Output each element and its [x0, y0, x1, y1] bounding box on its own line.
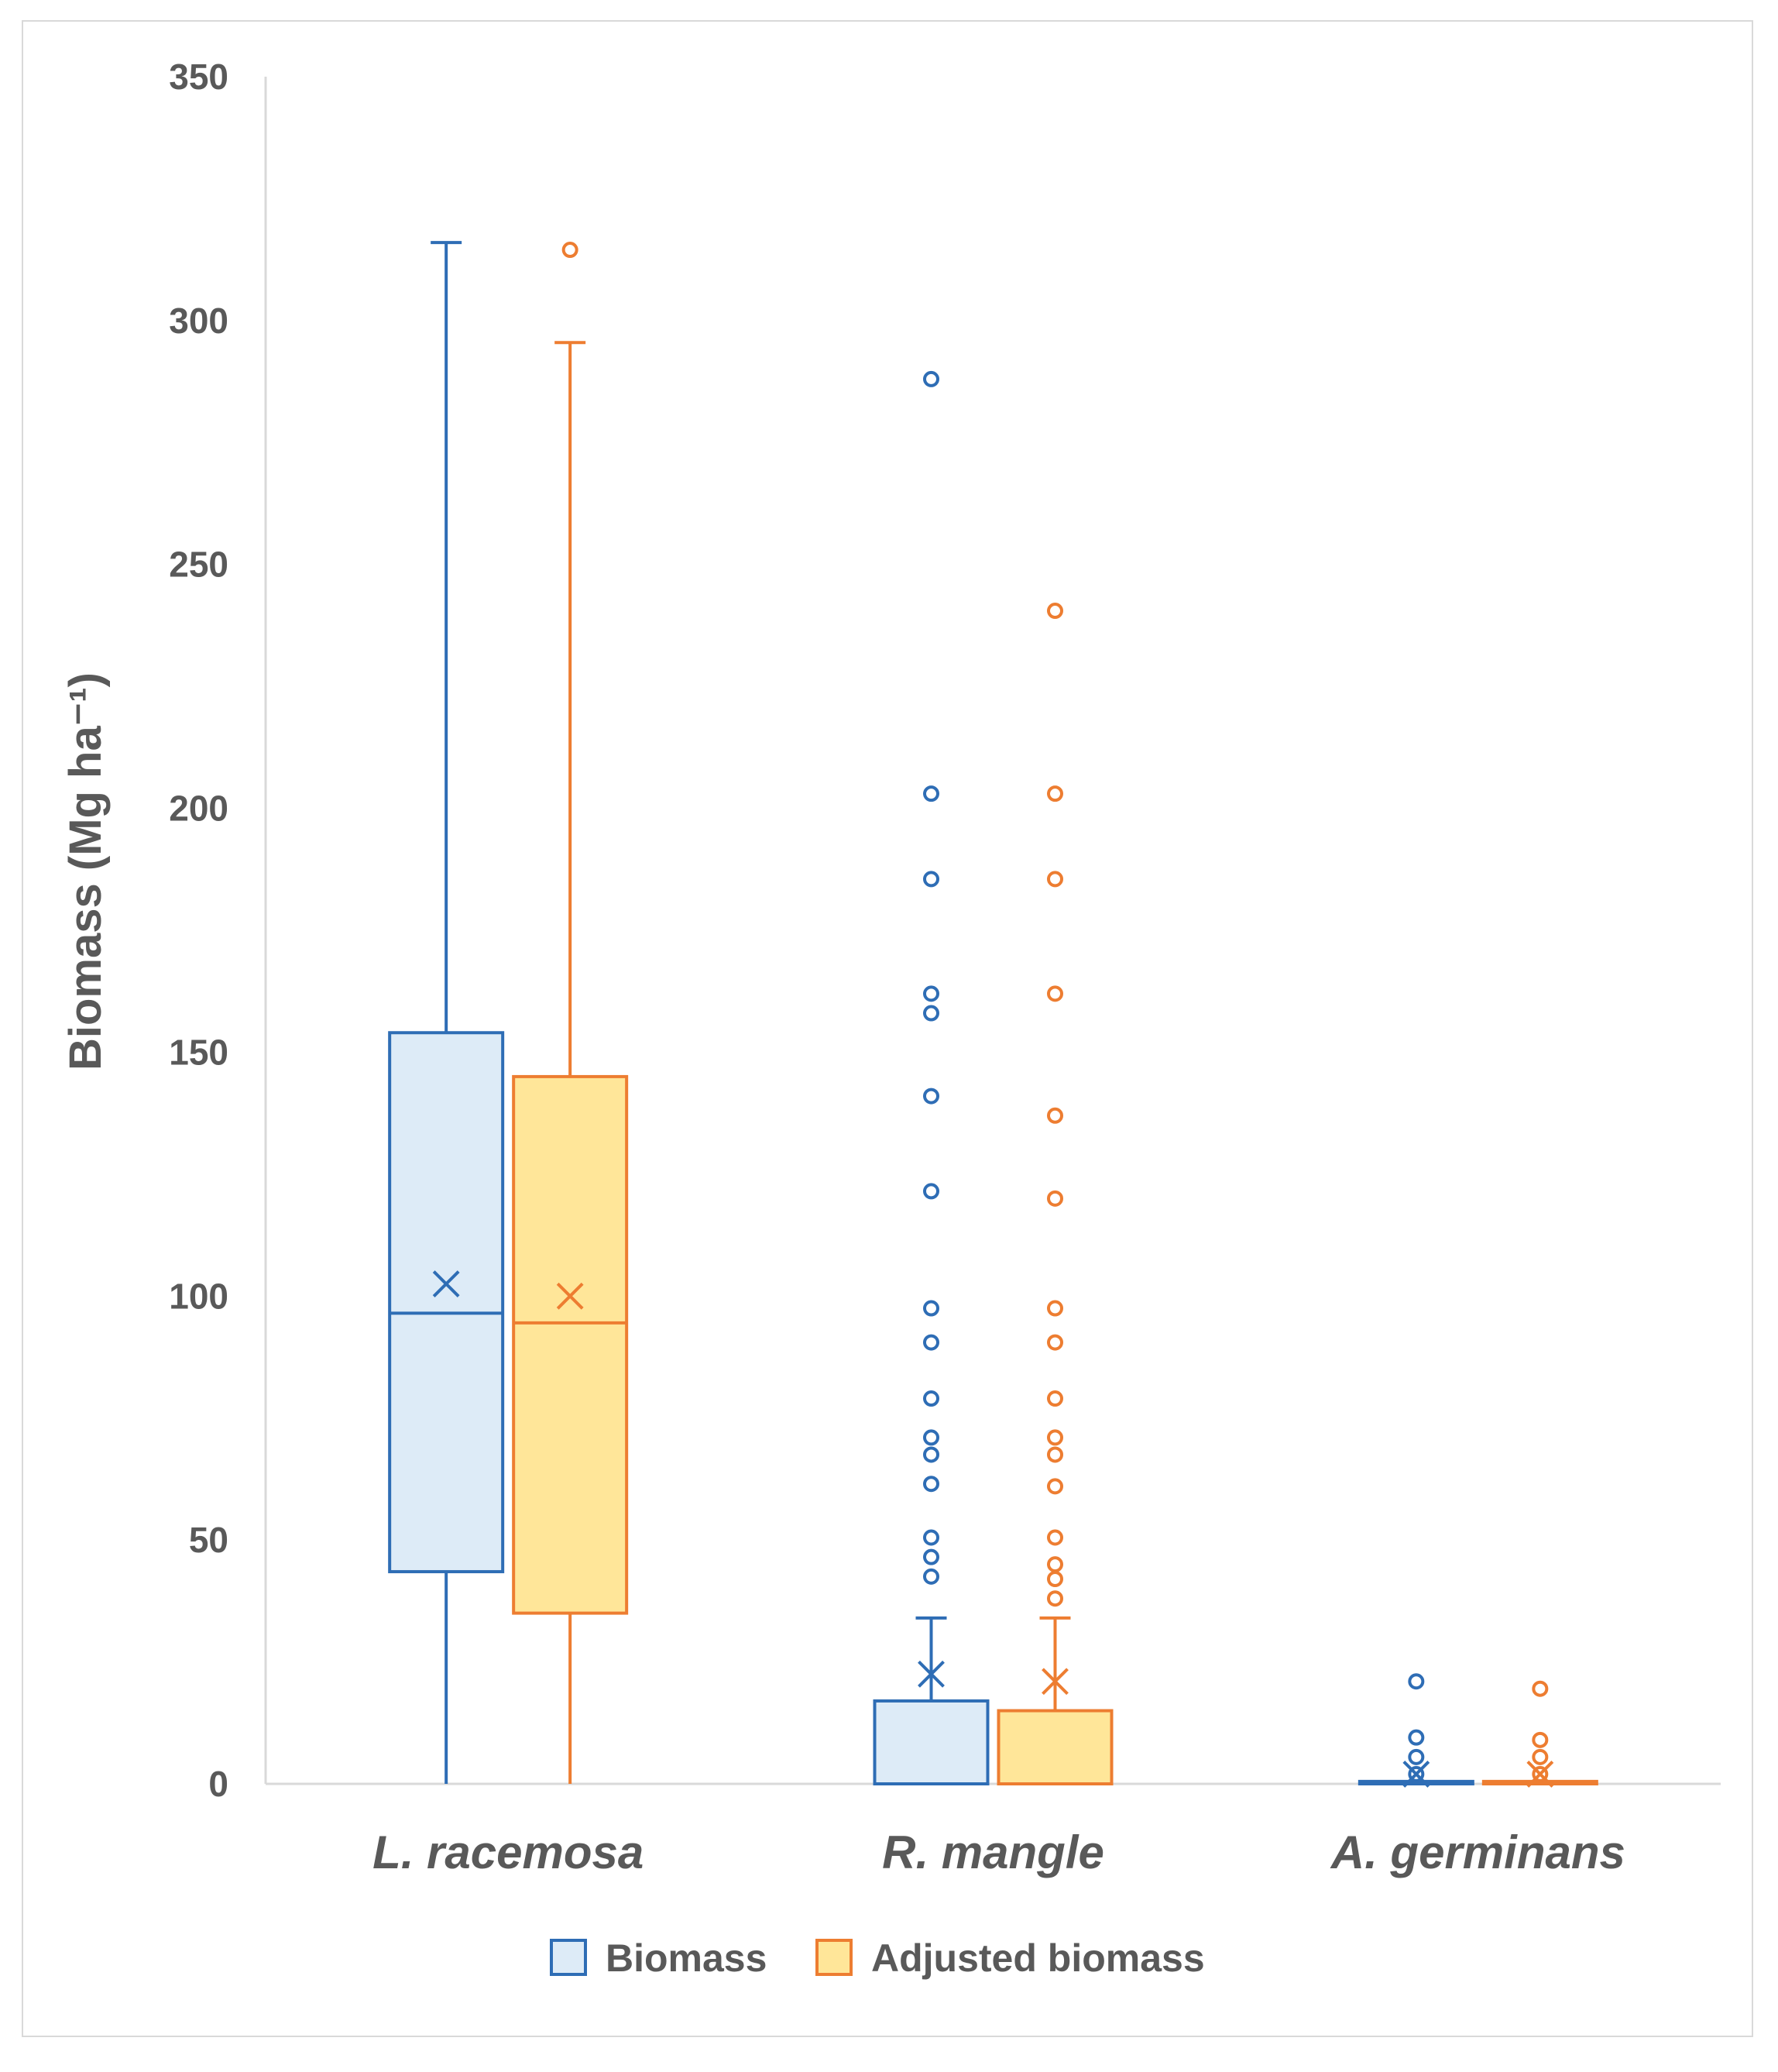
outlier-point — [1047, 1556, 1063, 1573]
legend-item: Biomass — [550, 1936, 767, 1980]
legend: Biomass Adjusted biomass — [550, 1936, 1205, 1980]
box-1 — [997, 603, 1114, 1786]
outlier-point — [1047, 1529, 1063, 1546]
y-axis-group: 0 50 100 150 200 250 300 350 — [169, 57, 1721, 1804]
outlier-point — [1408, 1729, 1425, 1746]
legend-label: Adjusted biomass — [871, 1936, 1205, 1980]
outlier-point — [923, 1300, 939, 1317]
iqr-box — [512, 1074, 629, 1615]
outlier-point — [1047, 1300, 1063, 1317]
mean-marker — [1042, 1668, 1069, 1696]
outlier-point — [1047, 785, 1063, 802]
outlier-point — [1047, 1107, 1063, 1124]
outlier-point — [1047, 1571, 1063, 1588]
mean-marker — [556, 1282, 584, 1310]
outlier-point — [923, 871, 939, 888]
y-tick-label: 300 — [169, 301, 228, 341]
box-1 — [873, 370, 990, 1785]
category-label: R. mangle — [882, 1826, 1104, 1878]
box-group — [388, 241, 1598, 1788]
outlier-point — [923, 1183, 939, 1200]
series-biomass — [388, 241, 1474, 1788]
iqr-box — [873, 1699, 990, 1785]
box-2 — [1481, 1680, 1598, 1788]
box-0 — [512, 242, 629, 1784]
series-adjusted-biomass — [512, 242, 1598, 1788]
outlier-point — [923, 1005, 939, 1022]
outlier-point — [1047, 985, 1063, 1002]
outlier-point — [1408, 1673, 1425, 1690]
outlier-point — [923, 1088, 939, 1105]
legend-label: Biomass — [606, 1936, 767, 1980]
outlier-point — [923, 1390, 939, 1407]
outlier-point — [1047, 1590, 1063, 1607]
outlier-point — [1532, 1680, 1549, 1697]
outlier-point — [1047, 1390, 1063, 1407]
box-2 — [1358, 1673, 1474, 1788]
outlier-point — [1047, 1478, 1063, 1495]
outlier-point — [561, 242, 578, 259]
y-tick-label: 200 — [169, 789, 228, 829]
outlier-point — [1047, 1446, 1063, 1463]
outlier-point — [923, 1334, 939, 1351]
outlier-point — [1408, 1748, 1425, 1765]
outlier-point — [923, 1476, 939, 1493]
outlier-point — [1408, 1765, 1425, 1782]
y-tick-label: 150 — [169, 1032, 228, 1072]
box-0 — [388, 241, 505, 1784]
outlier-point — [923, 370, 939, 387]
iqr-box — [388, 1031, 505, 1574]
outlier-point — [923, 1429, 939, 1446]
outlier-point — [1532, 1731, 1549, 1748]
outlier-point — [1532, 1748, 1549, 1765]
outlier-point — [923, 1568, 939, 1585]
y-tick-label: 350 — [169, 57, 228, 97]
mean-marker — [1526, 1760, 1554, 1788]
y-axis-title: Biomass (Mg ha⁻¹) — [60, 672, 111, 1070]
legend-swatch — [815, 1939, 853, 1976]
outlier-point — [1047, 1334, 1063, 1351]
mean-marker — [1402, 1760, 1430, 1788]
outlier-point — [1047, 871, 1063, 888]
mean-marker — [432, 1270, 460, 1297]
y-tick-label: 250 — [169, 545, 228, 585]
y-tick-label: 0 — [208, 1764, 228, 1804]
outlier-point — [923, 1529, 939, 1546]
outlier-point — [1047, 1429, 1063, 1446]
outlier-point — [923, 985, 939, 1002]
mean-marker — [918, 1660, 945, 1688]
outlier-point — [1047, 603, 1063, 620]
outlier-point — [923, 1548, 939, 1565]
legend-item: Adjusted biomass — [815, 1936, 1205, 1980]
category-label: L. racemosa — [372, 1826, 644, 1878]
outlier-point — [923, 1446, 939, 1463]
category-axis-group: L. racemosa R. mangle A. germinans — [372, 1826, 1625, 1878]
y-tick-label: 50 — [189, 1520, 228, 1560]
y-tick-label: 100 — [169, 1276, 228, 1316]
outlier-point — [1047, 1190, 1063, 1207]
outlier-point — [923, 785, 939, 802]
iqr-box — [997, 1709, 1114, 1786]
category-label: A. germinans — [1330, 1826, 1625, 1878]
legend-swatch — [550, 1939, 587, 1976]
outlier-point — [1532, 1765, 1549, 1782]
